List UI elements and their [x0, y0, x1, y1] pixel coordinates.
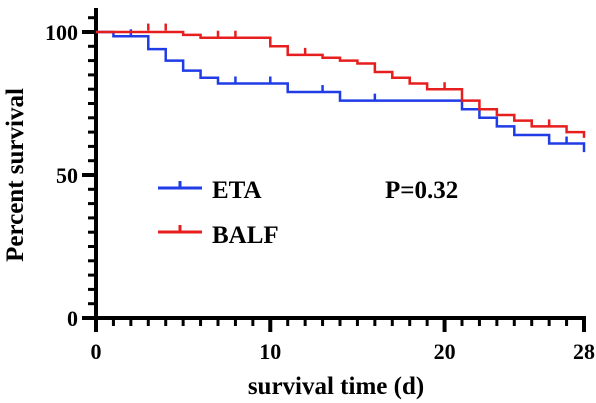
- y-tick-label: 0: [67, 306, 78, 331]
- series-eta: [96, 29, 586, 153]
- x-tick-label: 0: [91, 339, 102, 364]
- survival-curve-eta: [96, 30, 586, 153]
- x-tick-label: 10: [259, 339, 281, 364]
- survival-curve-balf: [96, 30, 586, 138]
- x-tick-label: 20: [434, 339, 456, 364]
- y-tick-label: 100: [45, 20, 78, 45]
- series-layer: [96, 23, 586, 153]
- series-balf: [96, 23, 586, 138]
- y-axis-title: Percent survival: [2, 88, 29, 262]
- axes: 0 50 100 0 10 20 28: [45, 8, 595, 364]
- x-tick-label: 28: [573, 339, 595, 364]
- legend-eta-label: ETA: [212, 177, 262, 204]
- legend-balf-label: BALF: [212, 222, 279, 249]
- x-axis-title: survival time (d): [248, 373, 424, 400]
- p-value-annotation: P=0.32: [385, 177, 458, 204]
- legend: ETA BALF: [158, 177, 279, 249]
- y-tick-label: 50: [56, 163, 78, 188]
